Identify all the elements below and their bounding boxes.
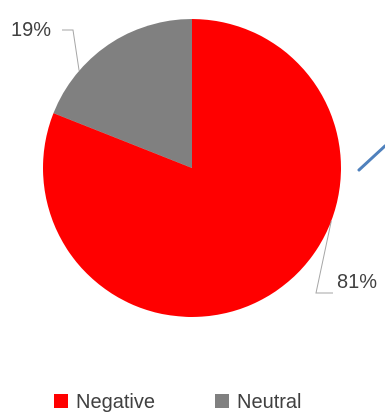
pie-slice-negative bbox=[42, 19, 341, 317]
legend-label-negative: Negative bbox=[76, 391, 155, 413]
pie-slice-neutral bbox=[53, 19, 193, 168]
legend-swatch-negative bbox=[54, 394, 68, 408]
legend: Negative Neutral bbox=[54, 391, 301, 413]
connector-arrow bbox=[357, 144, 385, 172]
leader-lines bbox=[62, 29, 333, 294]
leader-line-negative bbox=[315, 220, 333, 294]
data-label-neutral: 19% bbox=[11, 19, 51, 41]
data-label-negative: 81% bbox=[337, 271, 377, 293]
leader-line-neutral bbox=[62, 29, 80, 71]
legend-label-neutral: Neutral bbox=[237, 391, 301, 413]
legend-swatch-neutral bbox=[215, 394, 229, 408]
data-labels: 19% 81% bbox=[11, 19, 377, 293]
pie-slices bbox=[42, 19, 341, 317]
